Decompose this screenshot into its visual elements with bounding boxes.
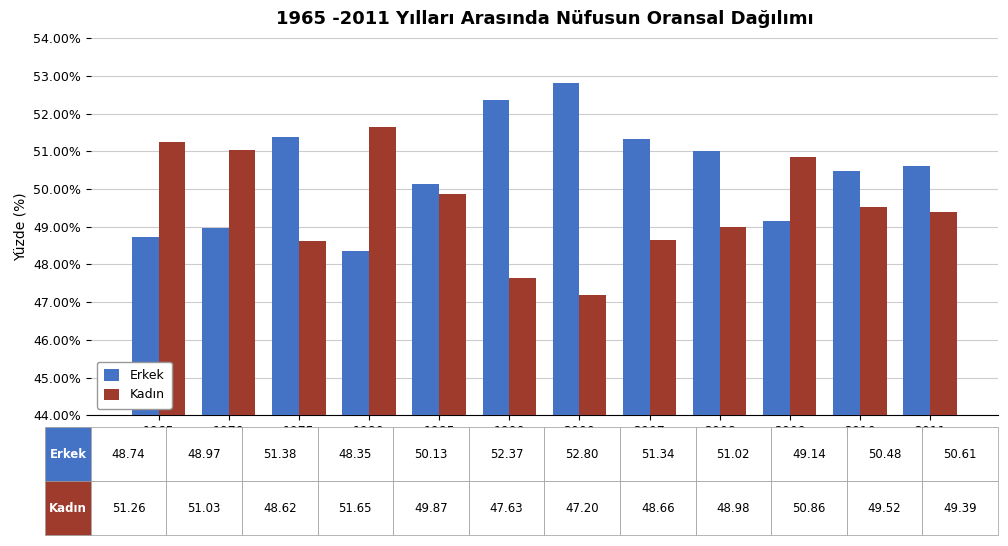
Bar (834, 171, 860, 546)
Title: 1965 -2011 Yılları Arasında Nüfusun Oransal Dağılımı: 1965 -2011 Yılları Arasında Nüfusun Oran… (275, 10, 813, 28)
Bar (439, 194, 466, 546)
Bar (930, 212, 957, 546)
Bar (580, 295, 606, 546)
Bar (229, 150, 255, 546)
Bar (720, 228, 746, 546)
Bar (158, 141, 185, 546)
Bar (860, 207, 887, 546)
Bar (343, 251, 369, 546)
Bar (763, 222, 790, 546)
Legend: Erkek, Kadın: Erkek, Kadın (97, 362, 172, 409)
Y-axis label: Yüzde (%): Yüzde (%) (13, 192, 27, 261)
Bar (790, 157, 816, 546)
Bar (483, 100, 509, 546)
Bar (202, 228, 229, 546)
Bar (649, 240, 676, 546)
Bar (552, 84, 580, 546)
Bar (509, 278, 536, 546)
Bar (412, 184, 439, 546)
Bar (623, 139, 649, 546)
Bar (298, 241, 326, 546)
Bar (692, 151, 720, 546)
Bar (903, 166, 930, 546)
Bar (132, 236, 158, 546)
Bar (272, 137, 298, 546)
Bar (369, 127, 396, 546)
